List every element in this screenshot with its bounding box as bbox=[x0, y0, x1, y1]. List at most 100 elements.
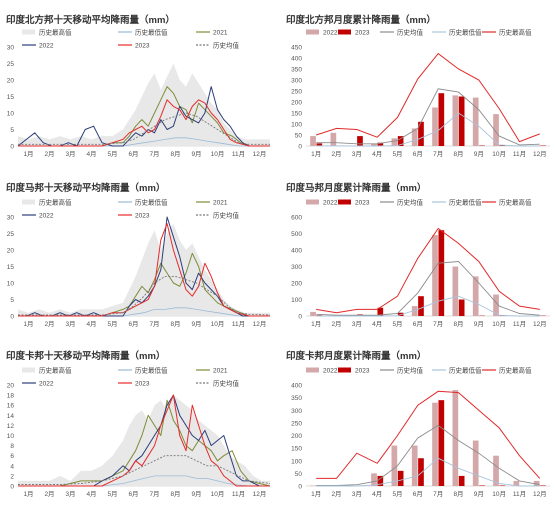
legend-label: 历史最低值 bbox=[449, 366, 482, 375]
legend-label: 历史最高值 bbox=[499, 28, 532, 37]
x-tick-label: 1月 bbox=[23, 150, 33, 158]
y-tick-label: 150 bbox=[291, 446, 302, 453]
x-tick-label: 11月 bbox=[513, 150, 526, 158]
legend-label: 2023 bbox=[135, 381, 150, 388]
x-tick-label: 8月 bbox=[453, 490, 463, 498]
legend-label: 历史最低值 bbox=[135, 28, 168, 37]
y-tick-label: 30 bbox=[7, 215, 15, 222]
y-tick-label: 300 bbox=[291, 264, 302, 271]
legend-label: 2023 bbox=[355, 30, 370, 37]
y-tick-label: 20 bbox=[7, 78, 15, 85]
bar-2023 bbox=[438, 400, 445, 486]
series-area-hist-max bbox=[18, 395, 270, 486]
y-tick-label: 10 bbox=[7, 281, 15, 288]
x-tick-label: 10月 bbox=[492, 150, 506, 158]
y-tick-label: 5 bbox=[10, 127, 14, 134]
legend-label: 2022 bbox=[39, 381, 54, 388]
bar-2023 bbox=[357, 136, 363, 146]
bar-2023 bbox=[479, 485, 485, 486]
y-tick-label: 300 bbox=[291, 408, 302, 415]
x-tick-label: 10月 bbox=[211, 150, 225, 158]
legend-label: 历史最低值 bbox=[135, 366, 168, 375]
y-tick-label: 300 bbox=[291, 78, 302, 85]
x-tick-label: 1月 bbox=[311, 150, 321, 158]
x-tick-label: 5月 bbox=[392, 150, 402, 158]
series-line bbox=[18, 394, 270, 487]
legend-swatch bbox=[338, 199, 351, 205]
bar-2022 bbox=[452, 266, 459, 316]
x-tick-label: 11月 bbox=[513, 320, 526, 328]
legend-label: 2023 bbox=[135, 213, 150, 220]
series-line bbox=[316, 457, 540, 487]
bar-2023 bbox=[458, 475, 465, 486]
legend-label: 2023 bbox=[355, 368, 370, 375]
chart-ka-monthly: 印度卡邦月度累计降雨量（mm） 0 50 100 150 200 250 300 350 400… bbox=[280, 338, 555, 508]
x-tick-label: 9月 bbox=[191, 150, 201, 158]
bar-2023 bbox=[397, 136, 404, 146]
x-tick-label: 3月 bbox=[352, 150, 362, 158]
series-line bbox=[18, 475, 270, 487]
x-tick-label: 1月 bbox=[23, 320, 33, 328]
x-tick-label: 12月 bbox=[533, 150, 547, 158]
series-line bbox=[316, 112, 540, 147]
x-tick-label: 6月 bbox=[413, 320, 423, 328]
bar-2022 bbox=[432, 402, 438, 486]
legend-swatch bbox=[306, 367, 319, 373]
x-tick-label: 12月 bbox=[253, 150, 267, 158]
x-tick-label: 4月 bbox=[86, 490, 96, 498]
bar-2022 bbox=[472, 276, 479, 316]
x-tick-label: 12月 bbox=[253, 320, 267, 328]
legend-label: 历史均值 bbox=[213, 379, 240, 388]
legend-label: 历史最低值 bbox=[449, 198, 482, 207]
bar-2022 bbox=[513, 480, 520, 486]
x-tick-label: 2月 bbox=[44, 490, 54, 498]
x-tick-label: 4月 bbox=[86, 320, 96, 328]
y-tick-label: 10 bbox=[7, 111, 15, 118]
x-tick-label: 4月 bbox=[372, 320, 382, 328]
bar-2023 bbox=[540, 485, 546, 486]
y-tick-label: 100 bbox=[291, 458, 302, 465]
bar-2022 bbox=[411, 445, 418, 486]
x-tick-label: 4月 bbox=[372, 150, 382, 158]
x-tick-label: 3月 bbox=[352, 490, 362, 498]
chart-svg: 0 50 100 150 200 250 300 350 400 1月 2月 3月 4月 5月 6月 7月 8月… bbox=[291, 366, 550, 498]
x-tick-label: 7月 bbox=[433, 320, 443, 328]
y-tick-label: 100 bbox=[291, 122, 302, 129]
y-tick-label: 15 bbox=[7, 264, 15, 271]
x-tick-label: 3月 bbox=[352, 320, 362, 328]
legend-swatch bbox=[22, 199, 35, 205]
y-tick-label: 16 bbox=[7, 403, 15, 410]
x-tick-label: 2月 bbox=[44, 320, 54, 328]
bar-2023 bbox=[377, 475, 384, 486]
x-tick-label: 8月 bbox=[170, 150, 180, 158]
x-tick-label: 6月 bbox=[128, 490, 138, 498]
x-tick-label: 4月 bbox=[372, 490, 382, 498]
bar-2022 bbox=[310, 311, 316, 316]
legend-swatch bbox=[306, 29, 319, 35]
legend-label: 历史最高值 bbox=[39, 198, 72, 207]
x-tick-label: 6月 bbox=[128, 320, 138, 328]
bar-2022 bbox=[411, 128, 418, 146]
bar-2022 bbox=[452, 95, 459, 146]
chart-svg: 0 100 200 300 400 500 600 1月 2月 3月 4月 5月 6月 7月 8月 9月 10月… bbox=[291, 198, 550, 328]
x-tick-label: 2月 bbox=[331, 150, 341, 158]
y-tick-label: 200 bbox=[291, 281, 302, 288]
x-tick-label: 8月 bbox=[453, 320, 463, 328]
x-tick-label: 2月 bbox=[44, 150, 54, 158]
y-tick-label: 25 bbox=[7, 231, 15, 238]
x-tick-label: 8月 bbox=[453, 150, 463, 158]
series-line bbox=[18, 455, 271, 485]
x-tick-label: 6月 bbox=[128, 150, 138, 158]
bar-2022 bbox=[533, 480, 540, 486]
y-tick-label: 0 bbox=[298, 144, 302, 151]
legend-label: 历史均值 bbox=[397, 28, 424, 37]
y-tick-label: 250 bbox=[291, 420, 302, 427]
chart-title: 印度马邦月度累计降雨量（mm） bbox=[286, 183, 427, 194]
y-tick-label: 0 bbox=[298, 484, 302, 491]
bar-2022 bbox=[432, 235, 438, 316]
y-tick-label: 30 bbox=[7, 45, 15, 52]
x-tick-label: 5月 bbox=[107, 490, 117, 498]
chart-title: 印度北方邦十天移动平均降雨量（mm） bbox=[6, 15, 175, 26]
x-tick-label: 1月 bbox=[311, 320, 321, 328]
legend-label: 2022 bbox=[39, 43, 54, 50]
